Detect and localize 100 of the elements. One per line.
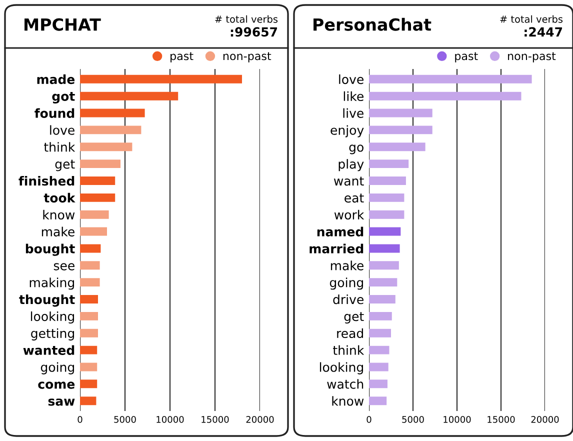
text: :99657 bbox=[230, 27, 278, 37]
bar bbox=[80, 295, 98, 304]
y-tick-label: play bbox=[338, 159, 364, 172]
y-tick-label: thought bbox=[19, 294, 75, 307]
y-tick-label: think bbox=[44, 142, 76, 152]
legend-label: past bbox=[170, 52, 194, 62]
bar bbox=[369, 380, 388, 388]
legend-label: past bbox=[455, 52, 478, 62]
text: # total verbs bbox=[215, 15, 278, 23]
bar bbox=[80, 126, 142, 134]
bar bbox=[369, 160, 409, 168]
bar bbox=[369, 261, 399, 270]
bar bbox=[80, 244, 101, 253]
y-tick-label: looking bbox=[30, 311, 74, 324]
y-tick-label: love bbox=[50, 125, 74, 135]
bar bbox=[369, 126, 432, 134]
bar bbox=[369, 396, 387, 406]
bar bbox=[80, 362, 98, 372]
bar bbox=[369, 193, 404, 202]
bar bbox=[80, 278, 100, 287]
legend-label: non-past bbox=[223, 52, 272, 62]
bar bbox=[369, 176, 406, 185]
bar bbox=[369, 278, 398, 287]
y-tick-label: get bbox=[55, 160, 75, 172]
y-tick-label: eat bbox=[344, 194, 364, 203]
bar bbox=[369, 210, 404, 219]
chart-title: MPCHAT bbox=[24, 18, 101, 31]
y-tick-label: found bbox=[34, 108, 74, 118]
x-tick-label: 5000 bbox=[402, 416, 424, 423]
bar bbox=[369, 227, 401, 236]
bar bbox=[80, 193, 116, 202]
y-tick-label: drive bbox=[333, 294, 364, 304]
y-tick-label: make bbox=[42, 226, 74, 236]
bar bbox=[369, 142, 426, 152]
chart-title: PersonaChat bbox=[314, 18, 432, 31]
y-tick-label: saw bbox=[48, 398, 75, 406]
bar bbox=[369, 295, 396, 304]
x-tick-label: 15000 bbox=[202, 416, 229, 423]
y-tick-label: make bbox=[330, 260, 364, 270]
y-tick-label: took bbox=[44, 192, 76, 203]
bar bbox=[80, 210, 109, 219]
y-tick-label: read bbox=[337, 328, 363, 338]
bar bbox=[369, 312, 392, 320]
y-tick-label: know bbox=[43, 210, 75, 220]
bar bbox=[80, 396, 96, 406]
y-tick-label: got bbox=[52, 92, 75, 104]
y-tick-label: love bbox=[339, 74, 364, 84]
bar bbox=[369, 244, 400, 253]
y-tick-label: think bbox=[333, 345, 364, 355]
bar bbox=[80, 328, 98, 338]
y-tick-label: wanted bbox=[23, 345, 74, 355]
y-tick-label: married bbox=[310, 244, 364, 254]
bar bbox=[80, 160, 120, 168]
y-tick-label: going bbox=[330, 278, 363, 290]
y-tick-label: live bbox=[343, 108, 364, 118]
y-tick-label: making bbox=[30, 278, 74, 290]
y-tick-label: work bbox=[334, 210, 364, 220]
x-tick-label: 20000 bbox=[246, 416, 274, 423]
y-tick-label: named bbox=[317, 226, 364, 236]
x-tick-label: 10000 bbox=[444, 416, 471, 423]
y-tick-label: finished bbox=[18, 176, 74, 186]
bar bbox=[80, 261, 100, 270]
bar bbox=[80, 108, 145, 118]
bar bbox=[80, 92, 178, 100]
x-tick-label: 15000 bbox=[488, 416, 515, 423]
x-tick-label: 0 bbox=[366, 416, 372, 423]
bar bbox=[80, 142, 132, 152]
y-tick-label: see bbox=[54, 263, 74, 270]
bar bbox=[80, 380, 98, 388]
y-tick-label: want bbox=[334, 176, 364, 186]
y-tick-label: looking bbox=[320, 362, 363, 374]
bar bbox=[369, 108, 432, 118]
y-tick-label: get bbox=[344, 312, 364, 324]
bar bbox=[369, 92, 522, 100]
x-tick-label: 0 bbox=[78, 416, 82, 423]
x-tick-label: 20000 bbox=[531, 416, 559, 423]
x-tick-label: 5000 bbox=[114, 416, 136, 423]
bar bbox=[80, 346, 98, 354]
y-tick-label: watch bbox=[327, 379, 364, 389]
bar bbox=[369, 74, 532, 84]
y-tick-label: made bbox=[37, 74, 75, 84]
bar bbox=[80, 227, 107, 236]
bar bbox=[369, 328, 391, 338]
y-tick-label: getting bbox=[31, 328, 74, 340]
x-tick-label: 10000 bbox=[156, 416, 184, 423]
y-tick-label: bought bbox=[26, 244, 75, 256]
y-tick-label: going bbox=[40, 362, 74, 374]
bar bbox=[80, 74, 242, 84]
text: :2447 bbox=[524, 27, 562, 36]
y-tick-label: go bbox=[349, 144, 364, 154]
bar bbox=[80, 176, 116, 185]
y-tick-label: like bbox=[344, 91, 364, 102]
bar bbox=[369, 346, 390, 354]
legend-label: non-past bbox=[508, 52, 556, 62]
bar bbox=[80, 312, 98, 320]
y-tick-label: know bbox=[332, 396, 364, 406]
y-tick-label: enjoy bbox=[330, 125, 364, 138]
y-tick-label: come bbox=[38, 382, 75, 389]
bar bbox=[369, 362, 388, 372]
text: # total verbs bbox=[500, 15, 563, 23]
